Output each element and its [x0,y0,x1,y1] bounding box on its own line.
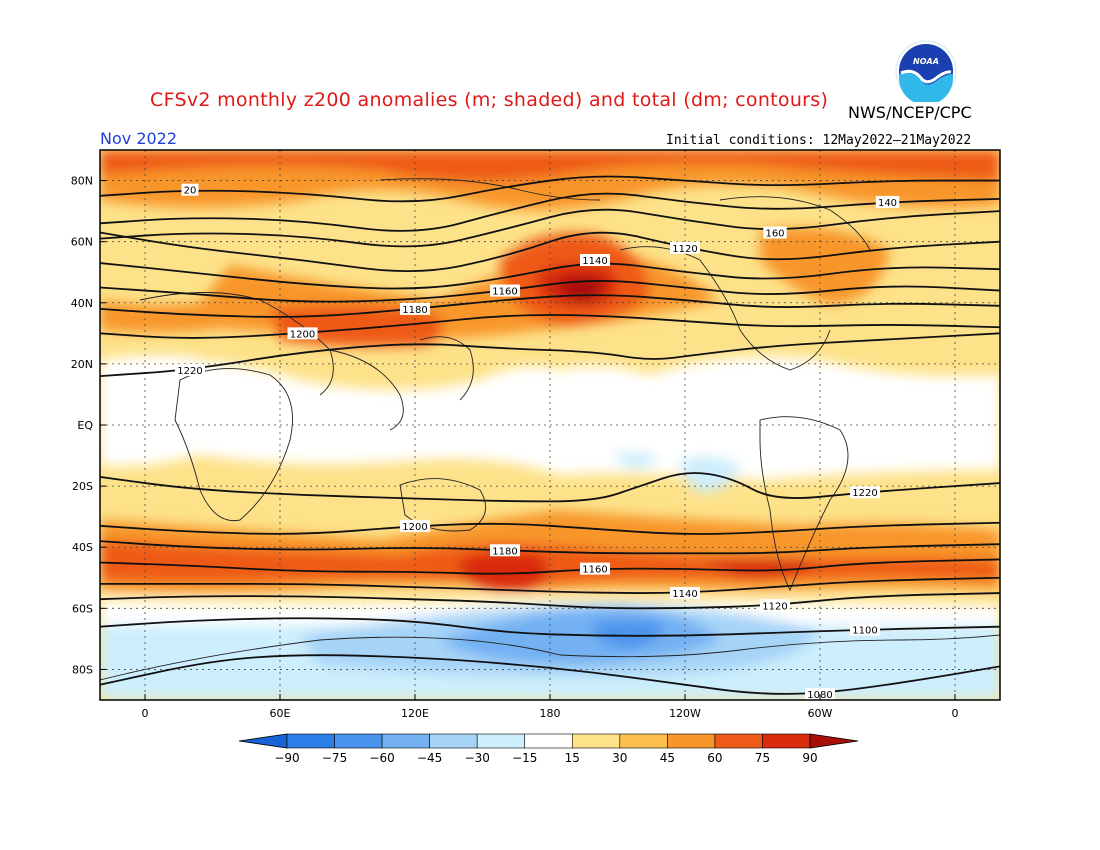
contour-label-14: 1120 [762,601,787,612]
colorbar-swatch-6 [524,733,573,749]
contour-line-8 [100,175,1000,203]
lon-tick-label-4: 120W [669,707,701,720]
contour-label-bg-4 [580,254,610,266]
contour-line-13 [100,576,1000,594]
lat-tick-label-4: EQ [77,419,93,432]
colorbar-arrow-high [809,733,859,749]
colorbar-swatch-9 [667,733,716,749]
contour-line-5 [100,231,1000,273]
contour-label-13: 1140 [672,589,697,600]
contour-label-11: 1180 [492,546,517,557]
colorbar-label-1: −75 [322,751,347,765]
colorbar-label-11: 90 [802,751,817,765]
lat-tick-label-6: 40S [72,541,93,554]
initial-conditions-label: Initial conditions: 12May2022–21May2022 [666,133,972,148]
colorbar-label-3: −45 [417,751,442,765]
colorbar-label-0: −90 [274,751,299,765]
chart-title: CFSv2 monthly z200 anomalies (m; shaded)… [150,89,829,111]
contour-label-2: 1180 [402,305,427,316]
lat-tick-label-5: 20S [72,480,93,493]
contour-label-bg-5 [670,241,700,254]
contour-label-bg-7 [875,195,900,208]
axis-labels: 80N 60N 40N 20N EQ 20S 40S 60S 80S 0 60E 120E 180 120… [71,175,959,720]
contour-label-3: 1160 [492,287,517,298]
contour-line-12 [100,558,1000,575]
colorbar-swatch-2 [334,733,383,749]
contour-label-bg-1 [287,327,318,340]
colorbar-label-9: 60 [707,751,722,765]
colorbar-arrow-low [238,733,288,749]
colorbar-label-6: 15 [565,751,580,765]
contour-line-2 [100,294,1000,318]
colorbar-swatch-8 [619,733,668,749]
contour-label-12: 1160 [582,565,607,576]
contour-line-10 [100,521,1000,535]
contour-line-1 [100,314,1000,339]
contour-label-7: 140 [878,198,897,209]
colorbar-label-10: 75 [755,751,770,765]
contour-label-bg-12 [580,562,610,575]
contour-label-8: 20 [184,186,197,197]
lat-tick-label-0: 80N [71,175,93,188]
noaa-logo: NOAA [895,40,957,102]
colorbar-label-4: −30 [465,751,490,765]
colorbar-label-8: 45 [660,751,675,765]
contour-label-6: 160 [765,229,784,240]
contour-line-7 [100,192,1000,232]
colorbar-label-7: 30 [612,751,627,765]
colorbar-swatch-1 [286,733,335,749]
contour-line-15 [100,617,1000,637]
contour-label-bg-0 [175,364,205,376]
noaa-logo-text: NOAA [913,57,939,66]
contour-label-bg-2 [400,302,430,315]
colorbar-swatch-4 [429,733,478,749]
contour-label-1: 1200 [290,329,315,340]
contour-label-bg-16 [805,687,835,700]
lon-tick-label-1: 60E [270,707,291,720]
colorbar-label-2: −60 [369,751,394,765]
contour-line-6 [100,208,1000,248]
contour-label-bg-13 [670,587,700,600]
contour-label-bg-3 [490,284,520,297]
colorbar-swatch-7 [571,733,621,749]
contour-label-15: 1100 [852,626,877,637]
valid-month-label: Nov 2022 [100,129,178,148]
contour-label-9: 1220 [852,488,877,499]
colorbar-swatch-11 [762,733,811,749]
lat-tick-label-2: 40N [71,297,93,310]
contour-label-4: 1140 [582,256,607,267]
contour-label-bg-6 [763,226,787,239]
contour-line-9 [100,472,1000,503]
contour-label-10: 1200 [402,522,427,533]
agency-label: NWS/NCEP/CPC [848,103,972,122]
lon-tick-label-6: 0 [952,707,959,720]
lat-tick-label-8: 80S [72,663,93,676]
lon-tick-label-5: 60W [808,707,833,720]
contour-line-4 [100,262,1000,290]
contour-label-bg-9 [850,486,880,499]
lon-tick-label-3: 180 [540,707,561,720]
lon-tick-label-2: 120E [401,707,429,720]
lat-tick-label-1: 60N [71,236,93,249]
lon-tick-label-0: 0 [142,707,149,720]
colorbar-label-5: −15 [512,751,537,765]
colorbar-swatch-5 [476,733,526,749]
lat-tick-label-3: 20N [71,358,93,371]
colorbar: −90 −75 −60 −45 −30 −15 15 30 45 60 75 90 [238,733,859,765]
colorbar-swatch-3 [381,733,430,749]
contour-line-0 [100,332,1000,378]
colorbar-swatch-10 [714,733,763,749]
contour-label-5: 1120 [672,244,697,255]
lat-tick-label-7: 60S [72,602,93,615]
contour-label-bg-14 [760,599,790,612]
contour-label-bg-15 [850,623,880,636]
contour-label-bg-10 [400,519,430,532]
contour-label-0: 1220 [177,366,202,377]
contour-label-bg-8 [181,183,199,196]
contour-label-bg-11 [490,544,520,557]
